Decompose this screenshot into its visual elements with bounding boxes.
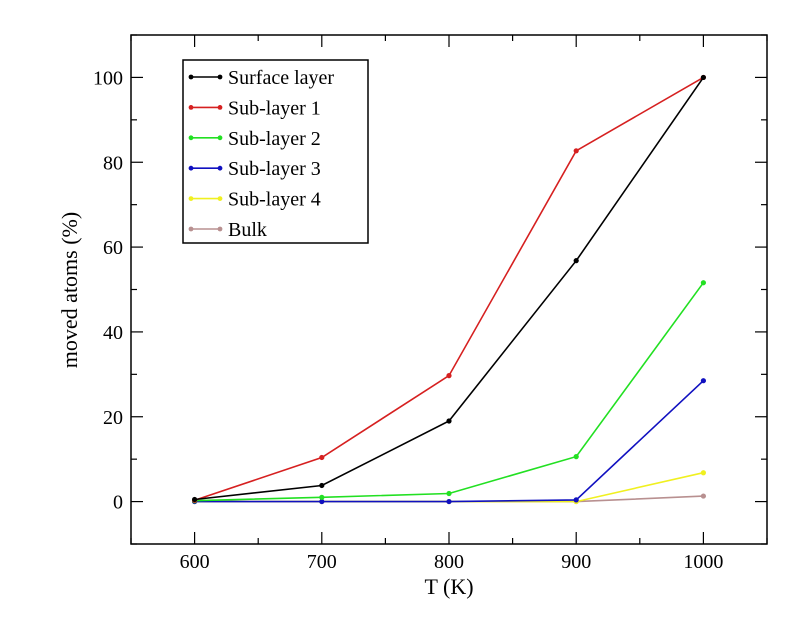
- y-tick-label: 40: [103, 322, 123, 344]
- legend-swatch-marker: [217, 196, 223, 202]
- data-point: [700, 378, 707, 384]
- legend-item: Surface layer: [188, 67, 334, 89]
- legend-swatch-marker: [188, 135, 194, 141]
- legend-swatch-marker: [188, 196, 194, 202]
- x-tick-label: 600: [180, 551, 210, 573]
- legend-swatch-marker: [188, 226, 194, 232]
- legend-swatch-marker: [217, 135, 223, 141]
- y-tick-label: 0: [113, 492, 123, 514]
- data-point: [700, 470, 707, 476]
- series-sub-layer-3: [192, 378, 707, 505]
- data-point: [446, 373, 452, 379]
- y-tick-label: 20: [103, 407, 123, 429]
- legend-item: Bulk: [188, 219, 267, 241]
- x-tick-label: 700: [307, 551, 337, 573]
- series-surface-layer: [192, 74, 707, 503]
- legend-swatch-marker: [217, 165, 223, 171]
- legend-item: Sub-layer 1: [188, 97, 321, 119]
- legend-box: [182, 59, 369, 244]
- legend-item: Sub-layer 3: [188, 158, 321, 180]
- axis-ticks: [130, 34, 768, 545]
- y-tick-label: 60: [103, 237, 123, 259]
- y-axis-title: moved atoms (%): [57, 212, 82, 368]
- data-point: [446, 490, 452, 497]
- legend-swatch-marker: [217, 105, 223, 110]
- data-point: [192, 496, 198, 503]
- data-point: [573, 258, 579, 264]
- data-point: [319, 482, 325, 489]
- legend-label: Sub-layer 3: [228, 158, 321, 180]
- legend-swatch-marker: [217, 74, 223, 80]
- data-point: [319, 494, 325, 500]
- legend-item: Sub-layer 4: [188, 189, 321, 211]
- series-line: [194, 471, 704, 503]
- legend-label: Sub-layer 4: [228, 189, 321, 211]
- data-point: [700, 74, 707, 81]
- legend-label: Bulk: [228, 219, 267, 241]
- series-sub-layer-2: [192, 280, 707, 504]
- x-axis-title: T (K): [424, 574, 473, 599]
- data-point: [319, 454, 325, 461]
- data-point: [446, 498, 452, 505]
- x-tick-label: 1000: [683, 551, 723, 573]
- legend-swatch-marker: [217, 226, 223, 232]
- data-point: [700, 280, 707, 286]
- legend-item: Sub-layer 2: [188, 128, 321, 150]
- legend-label: Surface layer: [228, 67, 334, 89]
- legend-swatch-marker: [188, 165, 194, 171]
- data-point: [573, 148, 579, 154]
- series-lines: [192, 74, 707, 505]
- series-line: [194, 282, 705, 502]
- data-point: [573, 497, 579, 503]
- data-point: [573, 454, 579, 460]
- legend-label: Sub-layer 2: [228, 128, 321, 150]
- tick-labels: 600 700 800 900 1000 0 20 40 60 80 100: [93, 67, 723, 573]
- legend: Surface layer Sub-layer 1 Sub-layer 2 Sub-l…: [182, 59, 369, 244]
- legend-swatch-marker: [188, 74, 194, 80]
- legend-swatch-marker: [188, 105, 194, 110]
- y-tick-label: 80: [103, 152, 123, 174]
- y-tick-label: 100: [93, 67, 123, 89]
- series-line: [194, 380, 704, 503]
- data-point: [319, 498, 325, 505]
- x-tick-label: 800: [434, 551, 464, 573]
- legend-label: Sub-layer 1: [228, 97, 321, 119]
- data-point: [700, 493, 707, 499]
- x-tick-label: 900: [561, 551, 591, 573]
- data-point: [446, 418, 452, 424]
